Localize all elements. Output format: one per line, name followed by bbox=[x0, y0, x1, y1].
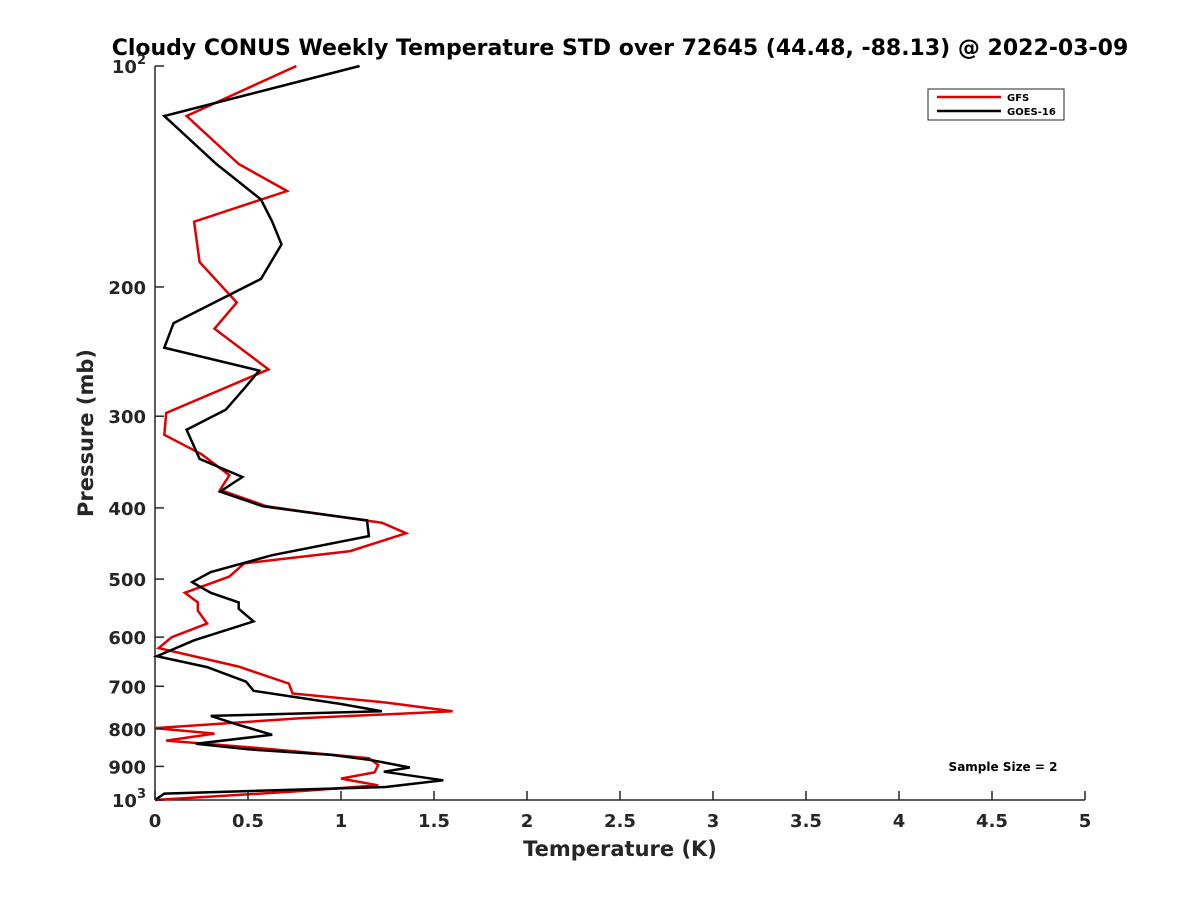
x-tick-label: 1.5 bbox=[418, 811, 450, 832]
series-layer bbox=[152, 64, 453, 802]
x-tick-label: 5 bbox=[1079, 811, 1092, 832]
x-tick-label: 3 bbox=[707, 811, 720, 832]
x-tick-label: 0.5 bbox=[232, 811, 264, 832]
x-axis-label: Temperature (K) bbox=[523, 837, 717, 861]
y-tick-label: 103 bbox=[112, 787, 146, 812]
legend: GFS GOES-16 bbox=[927, 88, 1065, 121]
x-tick-label: 4.5 bbox=[976, 811, 1008, 832]
y-tick-label: 200 bbox=[108, 278, 146, 299]
plot-area: 0 0.5 1 1.5 2 2.5 3 3.5 4 4.5 5 102 200 300 400 500 600… bbox=[108, 53, 1091, 832]
series-line-goes16 bbox=[152, 64, 444, 802]
y-tick-label: 500 bbox=[108, 570, 146, 591]
legend-box bbox=[927, 88, 1065, 121]
x-tick-label: 3.5 bbox=[790, 811, 822, 832]
series-line-gfs bbox=[154, 64, 453, 802]
x-tick-label: 2 bbox=[521, 811, 534, 832]
legend-label-goes16: GOES-16 bbox=[1007, 107, 1056, 118]
chart-title: Cloudy CONUS Weekly Temperature STD over… bbox=[112, 36, 1129, 61]
y-tick-label: 900 bbox=[108, 757, 146, 778]
x-tick-label: 2.5 bbox=[604, 811, 636, 832]
y-tick-label: 700 bbox=[108, 677, 146, 698]
legend-label-gfs: GFS bbox=[1007, 93, 1029, 104]
y-tick-label: 400 bbox=[108, 499, 146, 520]
x-ticks: 0 0.5 1 1.5 2 2.5 3 3.5 4 4.5 5 bbox=[149, 791, 1092, 832]
x-tick-label: 0 bbox=[149, 811, 162, 832]
y-tick-label: 102 bbox=[112, 53, 146, 78]
y-axis-label: Pressure (mb) bbox=[74, 349, 98, 517]
y-tick-label: 300 bbox=[108, 407, 146, 428]
x-tick-label: 4 bbox=[893, 811, 906, 832]
y-ticks: 102 200 300 400 500 600 700 800 900 103 bbox=[108, 53, 164, 812]
y-tick-label: 800 bbox=[108, 720, 146, 741]
x-tick-label: 1 bbox=[335, 811, 348, 832]
y-tick-label: 600 bbox=[108, 628, 146, 649]
sample-size-annotation: Sample Size = 2 bbox=[949, 760, 1058, 774]
